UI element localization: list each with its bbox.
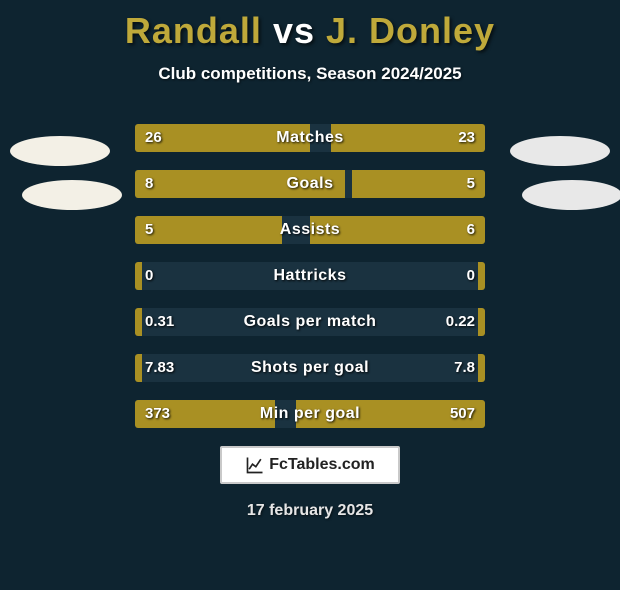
- player1-club-badge-2: [22, 180, 122, 210]
- stat-row: 00Hattricks: [135, 262, 485, 290]
- stats-container: 2623Matches 85Goals 56Assists 00Hattricks 0.…: [135, 124, 485, 428]
- subtitle: Club competitions, Season 2024/2025: [0, 64, 620, 84]
- stat-row: 373507Min per goal: [135, 400, 485, 428]
- player2-club-badge-2: [522, 180, 620, 210]
- stat-row: 7.837.8Shots per goal: [135, 354, 485, 382]
- player1-club-badge-1: [10, 136, 110, 166]
- branding-badge[interactable]: FcTables.com: [220, 446, 400, 484]
- player1-name: Randall: [125, 10, 262, 51]
- stat-row: 2623Matches: [135, 124, 485, 152]
- stat-row: 56Assists: [135, 216, 485, 244]
- branding-text: FcTables.com: [269, 456, 375, 474]
- stat-row: 85Goals: [135, 170, 485, 198]
- stat-label: Assists: [135, 216, 485, 244]
- stat-label: Matches: [135, 124, 485, 152]
- stat-label: Min per goal: [135, 400, 485, 428]
- stat-label: Shots per goal: [135, 354, 485, 382]
- stat-label: Goals: [135, 170, 485, 198]
- stat-label: Goals per match: [135, 308, 485, 336]
- date-text: 17 february 2025: [0, 502, 620, 520]
- chart-icon: [245, 455, 265, 475]
- stat-row: 0.310.22Goals per match: [135, 308, 485, 336]
- player2-name: J. Donley: [326, 10, 495, 51]
- stat-label: Hattricks: [135, 262, 485, 290]
- comparison-title: Randall vs J. Donley: [0, 10, 620, 52]
- player2-club-badge-1: [510, 136, 610, 166]
- title-vs: vs: [273, 10, 315, 51]
